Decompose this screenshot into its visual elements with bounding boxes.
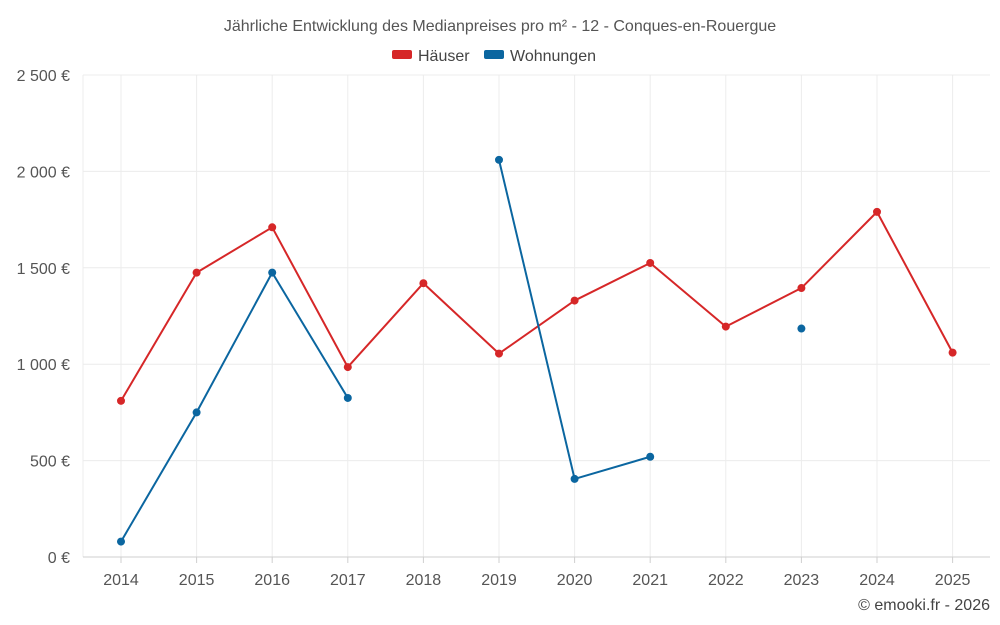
data-point[interactable] [117,396,125,405]
data-point[interactable] [570,296,579,305]
data-point[interactable] [117,537,125,546]
data-point[interactable] [495,349,503,358]
grid [82,74,990,557]
series [117,155,957,546]
data-point[interactable] [268,223,277,232]
legend: Häuser Wohnungen [392,48,596,65]
x-tick-label: 2014 [103,572,139,589]
y-tick-label: 500 € [30,454,70,471]
x-tick-label: 2017 [330,572,366,589]
x-tick-label: 2022 [708,572,744,589]
data-point[interactable] [268,268,277,277]
legend-swatch-haeuser [392,50,412,59]
data-point[interactable] [646,258,655,267]
data-point[interactable] [192,268,201,277]
data-point[interactable] [797,324,806,333]
data-point[interactable] [646,452,655,461]
series-häuser [117,207,957,405]
x-tick-label: 2016 [254,572,290,589]
x-tick-label: 2020 [557,572,593,589]
y-tick-label: 2 500 € [17,68,70,85]
x-tick-label: 2025 [935,572,971,589]
x-tick-label: 2024 [859,572,895,589]
legend-item-wohnungen[interactable]: Wohnungen [484,48,596,65]
series-wohnungen [117,155,806,546]
y-tick-label: 1 500 € [17,261,70,278]
legend-item-haeuser[interactable]: Häuser [392,48,470,65]
y-tick-label: 1 000 € [17,357,70,374]
legend-label-haeuser: Häuser [418,48,470,65]
data-point[interactable] [419,279,428,288]
series-line [120,210,954,402]
data-point[interactable] [873,207,881,216]
data-point[interactable] [495,155,503,164]
y-tick-label: 2 000 € [17,164,70,181]
data-point[interactable] [721,322,730,331]
legend-label-wohnungen: Wohnungen [510,48,596,65]
x-tick-label: 2018 [406,572,442,589]
data-point[interactable] [797,284,806,293]
axes: 0 € 500 € 1 000 € 1 500 € 2 000 € 2 500 € 2014… [17,68,990,589]
y-tick-label: 0 € [48,550,70,567]
x-tick-label: 2015 [179,572,215,589]
x-tick-label: 2021 [632,572,668,589]
data-point[interactable] [343,393,352,402]
legend-swatch-wohnungen [484,50,504,59]
x-tick-label: 2023 [784,572,820,589]
data-point[interactable] [570,474,579,483]
series-line [120,271,349,543]
data-point[interactable] [192,408,201,417]
data-point[interactable] [948,348,957,357]
chart-title: Jährliche Entwicklung des Medianpreises … [224,18,776,35]
credit-text: © emooki.fr - 2026 [858,597,990,614]
x-tick-label: 2019 [481,572,517,589]
data-point[interactable] [343,363,352,372]
